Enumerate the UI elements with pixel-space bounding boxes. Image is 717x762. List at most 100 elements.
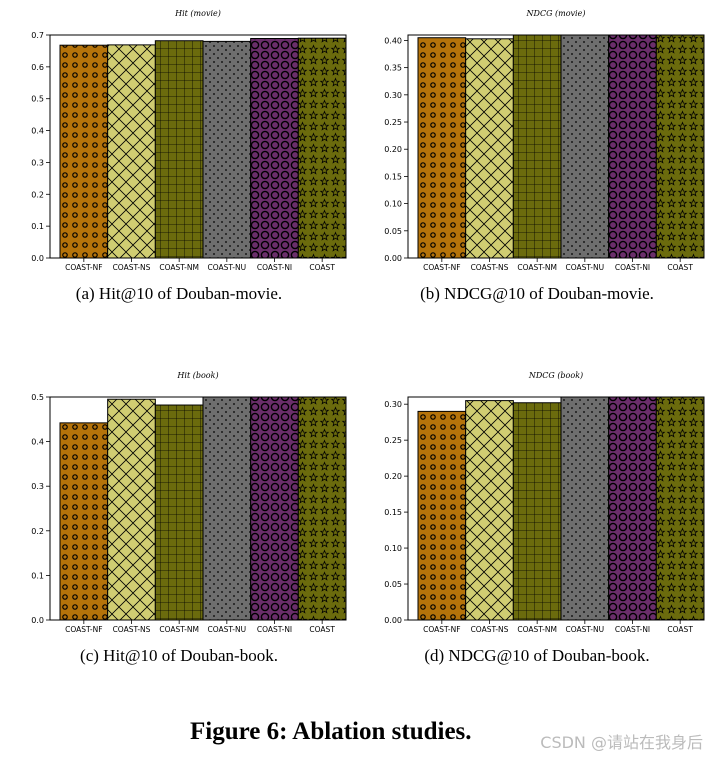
x-tick-label: COAST-NM [517, 625, 557, 634]
x-tick-label: COAST-NF [65, 625, 102, 634]
y-tick-label: 0.0 [31, 616, 44, 625]
y-tick-label: 0.00 [384, 616, 402, 625]
y-tick-label: 0.1 [31, 222, 44, 231]
bar-coast [655, 396, 705, 621]
bar-coast-ns [107, 398, 156, 621]
bar-coast-nf [417, 410, 467, 621]
bar-coast-ns [465, 400, 514, 621]
figure-title: Figure 6: Ablation studies. [190, 718, 472, 745]
x-tick-label: COAST-NU [208, 263, 247, 272]
x-tick-label: COAST-NI [615, 263, 650, 272]
plot-frame [407, 396, 705, 621]
chart-panel-hit-book: Hit (book) 0.0 0.1 0.2 0.3 0.4 0.5 COAST-NF COAS… [0, 362, 358, 665]
bar-coast-nm [154, 40, 204, 259]
y-tick-label: 0.25 [384, 436, 402, 445]
y-tick-label: 0.35 [384, 64, 402, 73]
bar-chart-hit-movie: Hit (movie) 0.0 0.1 0.2 0.3 0.4 0.5 0.6 0.7 COAST… [31, 9, 347, 272]
y-tick-label: 0.05 [384, 580, 402, 589]
bar-coast-ns [107, 44, 156, 259]
x-tick-label: COAST [309, 625, 335, 634]
x-tick-label: COAST-NS [113, 263, 151, 272]
y-tick-label: 0.05 [384, 227, 402, 236]
y-tick-label: 0.10 [384, 200, 402, 209]
y-tick-label: 0.2 [31, 527, 44, 536]
x-tick-label: COAST-NS [471, 263, 509, 272]
y-tick-label: 0.0 [31, 254, 44, 263]
y-tick-label: 0.15 [384, 508, 402, 517]
x-tick-label: COAST-NS [471, 625, 509, 634]
x-tick-label: COAST-NF [65, 263, 102, 272]
bar-coast-ni [250, 38, 299, 259]
x-tick-label: COAST [309, 263, 335, 272]
plot-frame [49, 34, 347, 259]
bar-coast-nu [560, 396, 610, 621]
x-tick-label: COAST [667, 263, 693, 272]
bar-coast-nu [202, 40, 252, 259]
y-tick-label: 0.20 [384, 472, 402, 481]
bar-chart-ndcg-book: NDCG (book) 0.00 0.05 0.10 0.15 0.20 0.25 0.30 C… [384, 371, 705, 634]
bar-coast-nu [560, 34, 610, 259]
chart-title: NDCG (movie) [526, 9, 586, 18]
y-tick-label: 0.30 [384, 91, 402, 100]
plot-frame [49, 396, 347, 621]
x-tick-label: COAST-NS [113, 625, 151, 634]
y-tick-label: 0.4 [31, 438, 44, 447]
x-tick-label: COAST-NU [566, 625, 605, 634]
x-tick-label: COAST-NI [615, 625, 650, 634]
y-tick-label: 0.1 [31, 571, 44, 580]
y-tick-label: 0.5 [31, 393, 44, 402]
caption-c: (c) Hit@10 of Douban-book. [80, 646, 278, 665]
bar-coast-nu [202, 396, 252, 621]
bar-coast [655, 34, 705, 259]
bar-coast [297, 37, 347, 259]
y-tick-label: 0.3 [31, 158, 44, 167]
bar-coast-ns [465, 38, 514, 259]
y-tick-label: 0.2 [31, 190, 44, 199]
x-tick-label: COAST-NF [423, 625, 460, 634]
bar-coast-nm [154, 404, 204, 621]
bar-chart-ndcg-movie: NDCG (movie) 0.00 0.05 0.10 0.15 0.20 0.25 0.30… [384, 9, 705, 272]
y-tick-label: 0.00 [384, 254, 402, 263]
watermark: CSDN @请站在我身后 [540, 733, 703, 752]
x-tick-label: COAST-NU [566, 263, 605, 272]
y-tick-label: 0.4 [31, 127, 44, 136]
chart-title: NDCG (book) [528, 371, 583, 380]
bar-coast-ni [608, 396, 657, 621]
y-tick-label: 0.7 [31, 31, 44, 40]
chart-panel-ndcg-book: NDCG (book) 0.00 0.05 0.10 0.15 0.20 0.25 0.30 C… [358, 362, 716, 665]
bar-chart-hit-book: Hit (book) 0.0 0.1 0.2 0.3 0.4 0.5 COAST-NF COAS… [31, 371, 347, 634]
chart-panel-ndcg-movie: NDCG (movie) 0.00 0.05 0.10 0.15 0.20 0.25 0.30… [358, 0, 716, 303]
y-tick-label: 0.20 [384, 145, 402, 154]
x-tick-label: COAST-NM [159, 263, 199, 272]
y-tick-label: 0.3 [31, 482, 44, 491]
plot-frame [407, 34, 705, 259]
y-tick-label: 0.10 [384, 544, 402, 553]
bar-coast-nm [512, 402, 562, 621]
bar-coast-nf [417, 37, 467, 259]
bar-coast-ni [608, 34, 657, 259]
chart-title: Hit (movie) [174, 9, 221, 18]
x-tick-label: COAST-NU [208, 625, 247, 634]
bar-coast [297, 396, 347, 621]
y-tick-label: 0.6 [31, 63, 44, 72]
x-tick-label: COAST [667, 625, 693, 634]
x-tick-label: COAST-NM [517, 263, 557, 272]
x-tick-label: COAST-NF [423, 263, 460, 272]
y-tick-label: 0.30 [384, 400, 402, 409]
x-tick-label: COAST-NI [257, 625, 292, 634]
bar-coast-nf [59, 422, 109, 621]
caption-d: (d) NDCG@10 of Douban-book. [424, 646, 650, 665]
y-tick-label: 0.5 [31, 95, 44, 104]
caption-b: (b) NDCG@10 of Douban-movie. [420, 284, 654, 303]
x-tick-label: COAST-NM [159, 625, 199, 634]
bar-coast-nm [512, 34, 562, 259]
bar-coast-ni [250, 396, 299, 621]
y-tick-label: 0.40 [384, 36, 402, 45]
bar-coast-nf [59, 44, 109, 259]
x-tick-label: COAST-NI [257, 263, 292, 272]
caption-a: (a) Hit@10 of Douban-movie. [75, 284, 283, 303]
y-tick-label: 0.15 [384, 172, 402, 181]
chart-panel-hit-movie: Hit (movie) 0.0 0.1 0.2 0.3 0.4 0.5 0.6 0.7 COAST… [0, 0, 358, 303]
y-tick-label: 0.25 [384, 118, 402, 127]
chart-title: Hit (book) [176, 371, 218, 380]
